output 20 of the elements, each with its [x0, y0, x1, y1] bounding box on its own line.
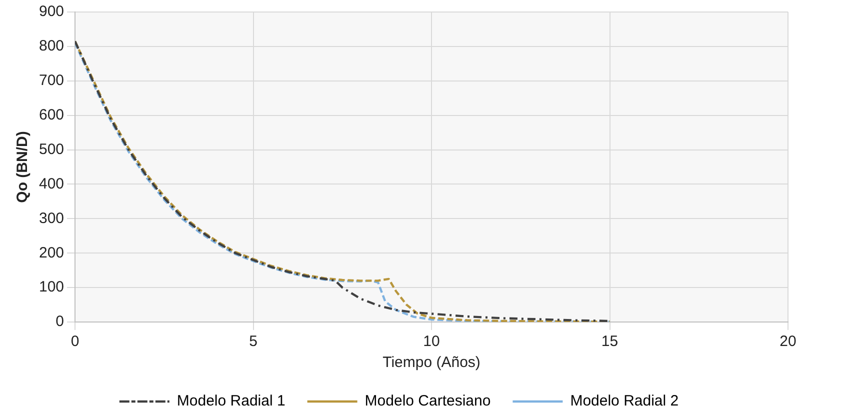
y-tick-label: 900 — [38, 3, 64, 20]
x-tick-label: 20 — [780, 333, 796, 350]
x-axis-title: Tiempo (Años) — [382, 354, 480, 372]
y-axis-title: Qo (BN/D) — [14, 131, 32, 203]
y-tick-label: 800 — [38, 38, 64, 55]
y-tick-label: 600 — [38, 106, 64, 124]
x-tick-label: 15 — [601, 333, 618, 350]
y-tick-label: 700 — [38, 72, 64, 90]
legend-label: Modelo Radial 2 — [570, 392, 679, 410]
y-tick-label: 0 — [56, 313, 64, 330]
y-tick-label: 300 — [38, 210, 64, 227]
x-tick-label: 5 — [249, 333, 258, 350]
y-tick-label: 200 — [38, 244, 64, 262]
legend-label: Modelo Cartesiano — [364, 392, 491, 410]
y-tick-label: 500 — [38, 140, 64, 158]
x-tick-label: 0 — [70, 333, 80, 350]
y-tick-label: 400 — [38, 175, 64, 192]
x-tick-label: 10 — [423, 333, 440, 350]
legend-label: Modelo Radial 1 — [176, 392, 286, 410]
y-tick-label: 100 — [38, 278, 64, 296]
